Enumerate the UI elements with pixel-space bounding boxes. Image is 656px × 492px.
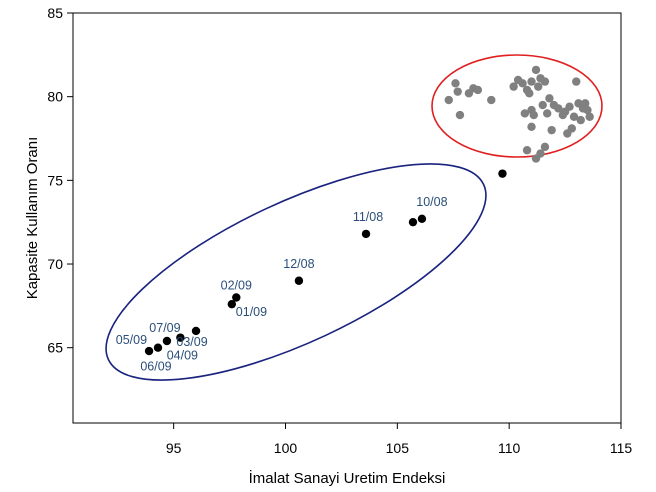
cluster-point <box>473 85 483 95</box>
y-tick-label: 70 <box>47 256 63 272</box>
x-tick-label: 105 <box>386 440 410 456</box>
y-axis: 65 70 75 80 85 <box>47 5 73 356</box>
cluster-point <box>518 79 527 88</box>
cluster-point <box>509 82 518 91</box>
data-point <box>227 299 237 309</box>
cluster-point <box>455 110 465 120</box>
cluster-point <box>542 109 552 118</box>
x-tick-label: 100 <box>274 440 298 456</box>
x-axis-label: İmalat Sanayi Uretim Endeksi <box>249 469 446 487</box>
cluster-point <box>583 105 592 115</box>
cluster-point <box>451 79 460 88</box>
data-point <box>294 276 304 285</box>
point-label: 06/09 <box>140 360 171 374</box>
cluster-point <box>453 87 462 96</box>
data-point <box>176 333 185 342</box>
crisis-period-ellipse <box>105 163 487 381</box>
point-label: 05/09 <box>116 333 147 347</box>
data-point <box>191 326 201 336</box>
cluster-point <box>531 154 541 163</box>
cluster-point <box>540 77 550 86</box>
x-tick-label: 95 <box>166 440 182 456</box>
point-label: 03/09 <box>176 335 207 349</box>
data-point <box>361 229 371 239</box>
y-tick-label: 75 <box>47 172 63 188</box>
x-tick-label: 110 <box>498 440 521 456</box>
cluster-point <box>525 89 534 98</box>
labeled-points <box>144 169 507 356</box>
point-label: 11/08 <box>353 210 383 224</box>
data-point <box>162 336 172 346</box>
data-point <box>232 293 241 302</box>
cluster-points <box>444 65 594 163</box>
cluster-point <box>581 99 590 108</box>
y-tick-label: 65 <box>47 340 63 356</box>
cluster-point <box>576 115 585 125</box>
cluster-point <box>520 109 530 118</box>
cluster-point <box>549 100 559 110</box>
point-label: 02/09 <box>221 278 252 292</box>
x-tick-label: 115 <box>610 440 633 456</box>
data-point <box>144 346 154 356</box>
cluster-point <box>569 112 579 121</box>
point-label: 10/08 <box>416 195 447 209</box>
cluster-point <box>540 142 550 152</box>
cluster-point <box>545 94 554 103</box>
data-point <box>153 343 163 352</box>
point-label: 07/09 <box>149 321 180 335</box>
cluster-point <box>585 112 594 121</box>
cluster-point <box>444 95 453 105</box>
point-label: 12/08 <box>283 257 314 271</box>
x-axis: 95 100 105 110 115 <box>166 423 633 456</box>
point-label: 04/09 <box>167 349 198 363</box>
data-point <box>498 169 507 178</box>
cluster-point <box>527 77 536 86</box>
plot-frame <box>72 12 622 424</box>
point-label: 01/09 <box>236 305 267 319</box>
y-tick-label: 80 <box>47 89 63 105</box>
cluster-point <box>572 77 581 86</box>
y-tick-label: 85 <box>47 5 63 21</box>
cluster-point <box>531 65 541 75</box>
cluster-point <box>529 110 538 120</box>
cluster-point <box>547 125 556 135</box>
cluster-point <box>487 95 496 105</box>
cluster-ellipse <box>431 54 603 158</box>
cluster-point <box>565 102 574 111</box>
cluster-point <box>527 122 536 131</box>
cluster-point <box>534 82 543 91</box>
data-point <box>417 214 427 224</box>
cluster-point <box>558 110 568 120</box>
cluster-point <box>563 129 572 138</box>
cluster-point <box>538 100 547 110</box>
data-point <box>408 217 418 227</box>
cluster-point <box>522 146 532 155</box>
y-axis-label: Kapasite Kullanım Oranı <box>24 137 41 300</box>
